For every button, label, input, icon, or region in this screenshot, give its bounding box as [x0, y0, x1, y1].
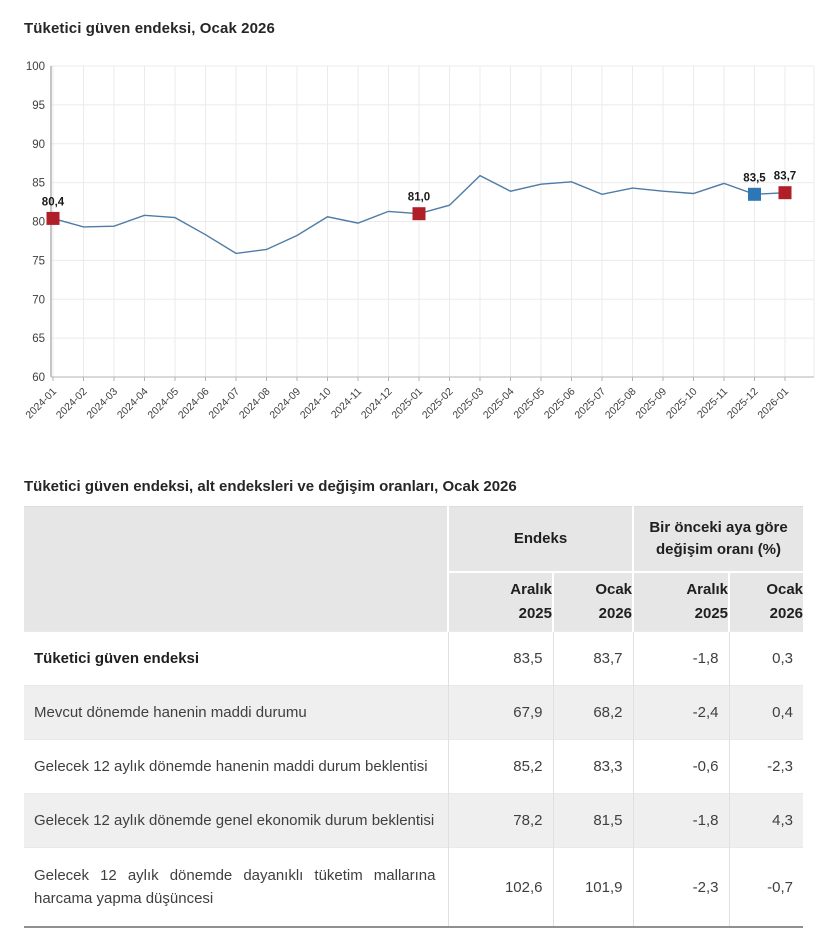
- value-cell: 85,2: [447, 739, 553, 794]
- svg-text:2025-04: 2025-04: [481, 386, 517, 422]
- svg-text:2024-05: 2024-05: [145, 386, 181, 422]
- svg-text:2025-02: 2025-02: [420, 386, 456, 422]
- value-cell: -0,6: [632, 739, 730, 794]
- svg-text:83,5: 83,5: [743, 172, 766, 184]
- svg-text:2025-09: 2025-09: [633, 386, 669, 422]
- svg-text:2024-10: 2024-10: [298, 386, 334, 422]
- svg-text:2025-06: 2025-06: [542, 386, 578, 422]
- svg-text:100: 100: [26, 61, 45, 73]
- table-section: Tüketici güven endeksi, alt endeksleri v…: [0, 478, 825, 928]
- value-cell: 83,3: [552, 739, 634, 794]
- value-cell: -2,4: [632, 685, 730, 740]
- svg-text:95: 95: [32, 100, 45, 112]
- svg-text:2025-08: 2025-08: [603, 386, 639, 422]
- row-label: Gelecek 12 aylık dönemde hanenin maddi d…: [24, 739, 448, 794]
- row-label: Gelecek 12 aylık dönemde dayanıklı tüket…: [24, 847, 448, 927]
- row-label: Tüketici güven endeksi: [24, 631, 448, 686]
- value-cell: 102,6: [447, 847, 553, 927]
- svg-text:81,0: 81,0: [408, 192, 430, 204]
- value-cell: 0,3: [728, 631, 804, 686]
- svg-text:2024-02: 2024-02: [54, 386, 90, 422]
- value-cell: 0,4: [728, 685, 804, 740]
- table-row: Mevcut dönemde hanenin maddi durumu 67,9…: [24, 685, 804, 740]
- svg-text:65: 65: [32, 333, 45, 345]
- page-root: { "chart_section": { "title": "Tüketici …: [0, 20, 825, 928]
- subheader-ocak-2026-endeks: Ocak 2026: [551, 571, 634, 632]
- table-row: Tüketici güven endeksi 83,5 83,7 -1,8 0,…: [24, 631, 804, 686]
- table-row: Gelecek 12 aylık dönemde genel ekonomik …: [24, 793, 804, 848]
- consumer-confidence-line-chart: 60 65 70 75 80 85 90 95 100 2024-012024-022024-03…: [23, 61, 815, 422]
- value-cell: 68,2: [552, 685, 634, 740]
- table-row: Gelecek 12 aylık dönemde hanenin maddi d…: [24, 739, 804, 794]
- value-cell: 4,3: [728, 793, 804, 848]
- svg-text:2024-06: 2024-06: [176, 386, 212, 422]
- chart-section: Tüketici güven endeksi, Ocak 2026 60 65 70…: [0, 20, 825, 448]
- subheader-aralik-2025-degisim: Aralık 2025: [632, 571, 730, 632]
- chart-title: Tüketici güven endeksi, Ocak 2026: [24, 20, 275, 37]
- value-cell: -1,8: [632, 631, 730, 686]
- svg-text:60: 60: [32, 372, 45, 384]
- svg-text:2024-09: 2024-09: [267, 386, 303, 422]
- svg-text:90: 90: [32, 139, 45, 151]
- svg-text:2024-11: 2024-11: [329, 386, 364, 421]
- index-table: Endeks Bir önceki aya göre değişim oranı…: [24, 506, 804, 928]
- svg-text:2025-07: 2025-07: [572, 386, 608, 422]
- table-title: Tüketici güven endeksi, alt endeksleri v…: [24, 478, 517, 495]
- row-label: Mevcut dönemde hanenin maddi durumu: [24, 685, 448, 740]
- value-cell: -0,7: [728, 847, 804, 927]
- svg-text:2024-04: 2024-04: [115, 386, 151, 422]
- subheader-aralik-2025-endeks: Aralık 2025: [447, 571, 553, 632]
- value-cell: 83,5: [447, 631, 553, 686]
- table-row: Gelecek 12 aylık dönemde dayanıklı tüket…: [24, 847, 804, 927]
- svg-text:75: 75: [32, 255, 45, 267]
- value-cell: 83,7: [552, 631, 634, 686]
- svg-text:2025-10: 2025-10: [664, 386, 700, 422]
- svg-text:2025-12: 2025-12: [725, 386, 761, 422]
- col-group-change: Bir önceki aya göre değişim oranı (%): [632, 506, 804, 572]
- svg-text:2025-03: 2025-03: [450, 386, 486, 422]
- subheader-ocak-2026-degisim: Ocak 2026: [728, 571, 804, 632]
- value-cell: 101,9: [552, 847, 634, 927]
- svg-text:85: 85: [32, 178, 45, 190]
- svg-text:2024-12: 2024-12: [359, 386, 395, 422]
- svg-text:80,4: 80,4: [42, 196, 65, 208]
- svg-text:2024-01: 2024-01: [23, 386, 59, 422]
- svg-text:2024-07: 2024-07: [206, 386, 242, 422]
- svg-text:2024-08: 2024-08: [237, 386, 273, 422]
- value-cell: -2,3: [728, 739, 804, 794]
- svg-text:80: 80: [32, 217, 45, 229]
- value-cell: 67,9: [447, 685, 553, 740]
- svg-text:70: 70: [32, 294, 45, 306]
- svg-text:2025-05: 2025-05: [511, 386, 547, 422]
- table-group-header-row: Endeks Bir önceki aya göre değişim oranı…: [24, 506, 804, 632]
- svg-text:2025-11: 2025-11: [695, 386, 730, 421]
- svg-text:2026-01: 2026-01: [755, 386, 791, 422]
- value-cell: -2,3: [632, 847, 730, 927]
- svg-text:2024-03: 2024-03: [84, 386, 120, 422]
- svg-text:2025-01: 2025-01: [389, 386, 425, 422]
- value-cell: 81,5: [552, 793, 634, 848]
- value-cell: 78,2: [447, 793, 553, 848]
- col-group-endeks: Endeks: [446, 506, 634, 572]
- table-subheader-row: Aralık 2025 Ocak 2026 Aralık 2025 Ocak 2026: [24, 571, 804, 632]
- value-cell: -1,8: [632, 793, 730, 848]
- row-label: Gelecek 12 aylık dönemde genel ekonomik …: [24, 793, 448, 848]
- table-corner-cell: [24, 506, 448, 632]
- svg-text:83,7: 83,7: [774, 171, 796, 183]
